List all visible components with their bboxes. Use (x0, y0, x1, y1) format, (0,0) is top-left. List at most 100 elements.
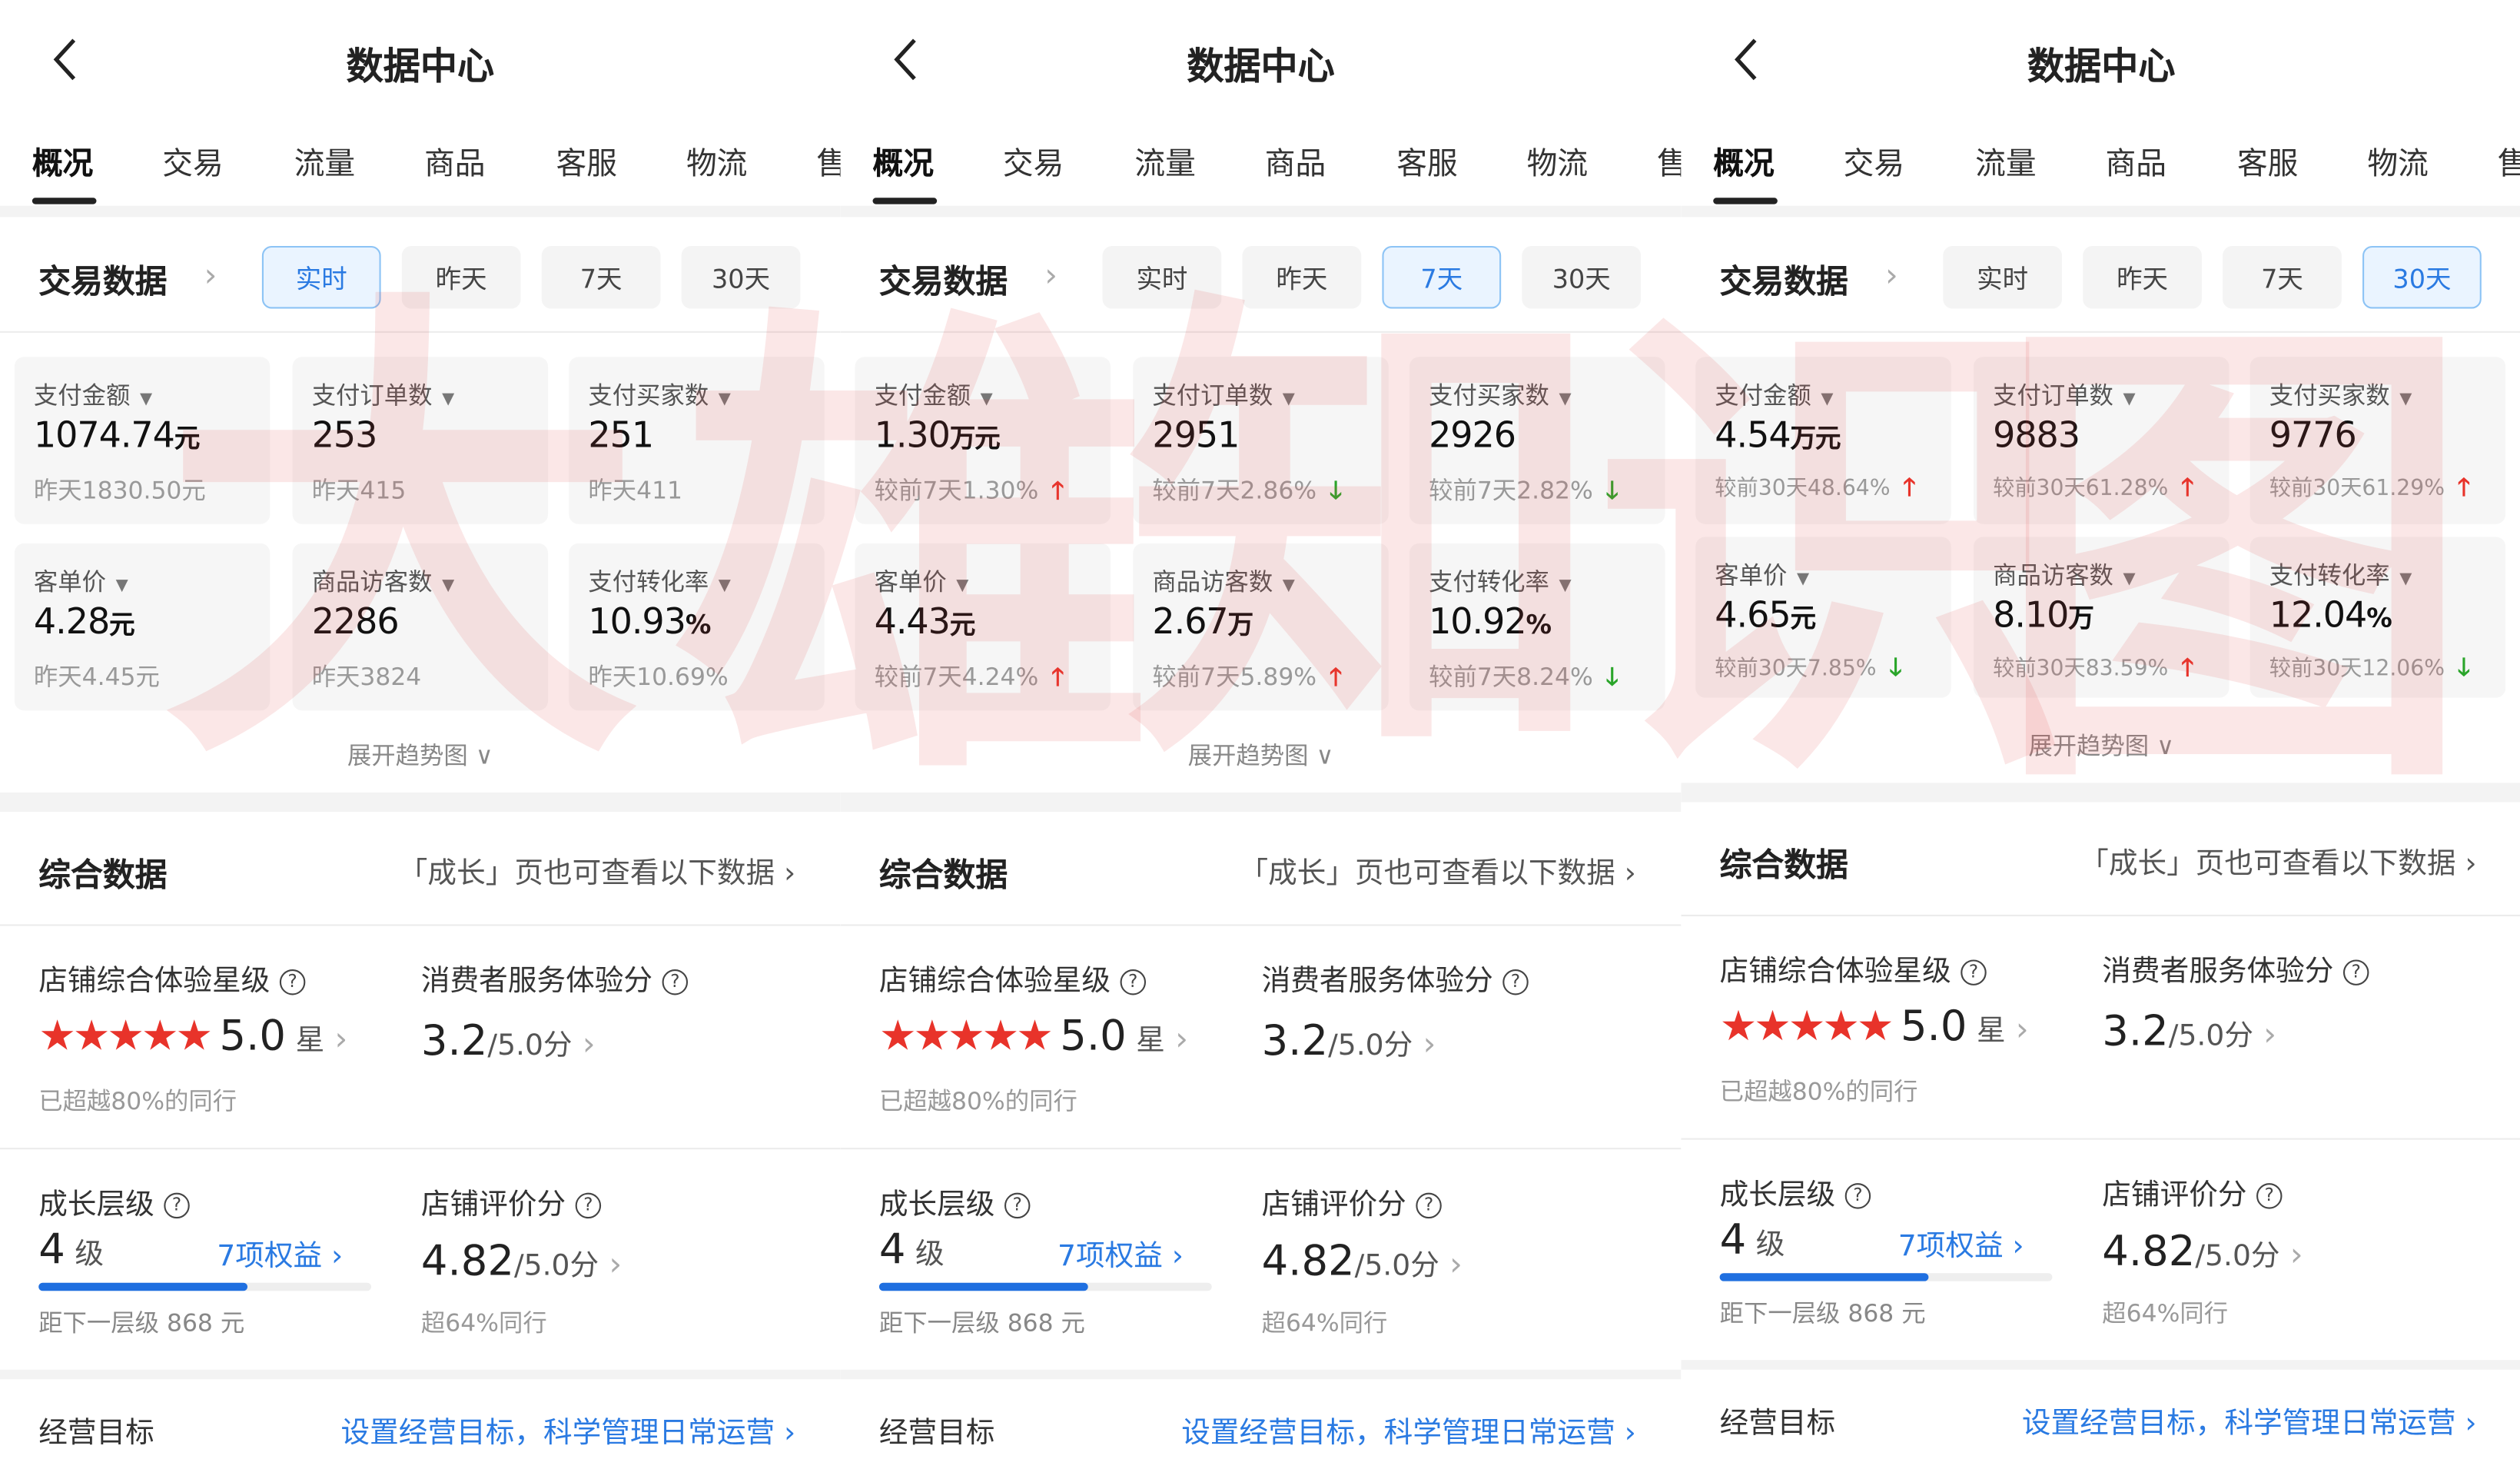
metric-label[interactable]: 客单价 ▼ (1715, 558, 1809, 592)
metric-card[interactable] (855, 357, 1111, 524)
period-button-1[interactable]: 昨天 (2083, 245, 2202, 309)
tab-5[interactable]: 物流 (2367, 146, 2429, 182)
tab-1[interactable]: 交易 (1002, 146, 1064, 182)
trade-data-title[interactable]: 交易数据 (1719, 261, 1848, 301)
metric-label[interactable]: 支付买家数 ▼ (1429, 377, 1572, 411)
tab-3[interactable]: 商品 (2105, 146, 2166, 182)
tab-1[interactable]: 交易 (162, 146, 224, 182)
tab-2[interactable]: 流量 (1975, 146, 2037, 182)
metric-label[interactable]: 支付转化率 ▼ (1429, 564, 1572, 598)
trade-data-title[interactable]: 交易数据 (38, 261, 168, 301)
star-rating[interactable]: ★★★★★ 5.0 星 › (1720, 1003, 2029, 1052)
metric-card[interactable] (292, 357, 549, 524)
metric-card[interactable] (1695, 357, 1951, 524)
tab-6[interactable]: 售 (2498, 140, 2520, 183)
metric-label[interactable]: 商品访客数 ▼ (1152, 564, 1295, 598)
growth-page-link[interactable]: 「成长」页也可查看以下数据 › (399, 850, 795, 892)
store-rating[interactable]: 4.82/5.0分 › (421, 1238, 622, 1286)
metric-card[interactable] (569, 357, 825, 524)
chevron-right-icon[interactable]: › (204, 255, 217, 294)
tab-2[interactable]: 流量 (294, 146, 356, 182)
tab-4[interactable]: 客服 (2236, 146, 2299, 182)
tab-5[interactable]: 物流 (1526, 146, 1589, 182)
metric-card[interactable] (1409, 357, 1665, 524)
service-score[interactable]: 3.2/5.0分 › (1262, 1018, 1436, 1066)
service-score[interactable]: 3.2/5.0分 › (2102, 1008, 2276, 1056)
period-button-2[interactable]: 7天 (2223, 245, 2342, 309)
metric-card[interactable] (569, 543, 825, 711)
growth-page-link[interactable]: 「成长」页也可查看以下数据 › (1239, 850, 1635, 892)
benefits-link[interactable]: 7项权益 › (217, 1233, 343, 1275)
metric-card[interactable] (14, 543, 271, 711)
metric-label[interactable]: 支付订单数 ▼ (1152, 377, 1295, 411)
business-goal-link[interactable]: 设置经营目标，科学管理日常运营 › (1181, 1410, 1636, 1451)
tab-6[interactable]: 售 (816, 140, 840, 183)
business-goal-link[interactable]: 设置经营目标，科学管理日常运营 › (2022, 1400, 2477, 1441)
star-rating[interactable]: ★★★★★ 5.0 星 › (38, 1012, 347, 1061)
tab-6[interactable]: 售 (1657, 140, 1681, 183)
period-button-3[interactable]: 30天 (1522, 245, 1642, 309)
tab-4[interactable]: 客服 (556, 146, 618, 182)
period-button-0[interactable]: 实时 (1102, 245, 1222, 309)
metric-card[interactable] (855, 543, 1111, 711)
metric-label[interactable]: 支付买家数 ▼ (588, 377, 731, 411)
period-button-3[interactable]: 30天 (2362, 245, 2482, 309)
business-goal-link[interactable]: 设置经营目标，科学管理日常运营 › (340, 1410, 795, 1451)
metric-card[interactable] (1973, 537, 2229, 698)
store-rating[interactable]: 4.82/5.0分 › (2102, 1228, 2303, 1277)
tab-0[interactable]: 概况 (32, 146, 94, 182)
tab-4[interactable]: 客服 (1396, 146, 1458, 182)
metric-card[interactable] (1133, 357, 1389, 524)
star-rating[interactable]: ★★★★★ 5.0 星 › (879, 1012, 1188, 1061)
period-button-0[interactable]: 实时 (261, 245, 381, 309)
metric-label[interactable]: 支付金额 ▼ (1715, 377, 1833, 411)
tab-3[interactable]: 商品 (1264, 146, 1326, 182)
tab-0[interactable]: 概况 (1713, 146, 1775, 182)
tab-0[interactable]: 概况 (872, 146, 935, 182)
benefits-link[interactable]: 7项权益 › (1057, 1233, 1184, 1275)
metric-card[interactable] (2249, 537, 2506, 698)
metric-label[interactable]: 客单价 ▼ (875, 564, 969, 598)
metric-card[interactable] (292, 543, 549, 711)
metric-label[interactable]: 支付转化率 ▼ (588, 564, 731, 598)
metric-label[interactable]: 商品访客数 ▼ (312, 564, 455, 598)
store-rating[interactable]: 4.82/5.0分 › (1262, 1238, 1463, 1286)
metric-card[interactable] (1133, 543, 1389, 711)
period-button-1[interactable]: 昨天 (1242, 245, 1362, 309)
period-button-1[interactable]: 昨天 (401, 245, 521, 309)
tab-1[interactable]: 交易 (1843, 146, 1905, 182)
metric-label[interactable]: 支付转化率 ▼ (2269, 558, 2412, 592)
metric-label[interactable]: 支付金额 ▼ (34, 377, 152, 411)
growth-page-link[interactable]: 「成长」页也可查看以下数据 › (2080, 841, 2476, 882)
metric-label[interactable]: 支付金额 ▼ (875, 377, 993, 411)
tab-2[interactable]: 流量 (1134, 146, 1196, 182)
period-button-2[interactable]: 7天 (541, 245, 661, 309)
back-chevron-icon[interactable] (48, 35, 84, 84)
period-button-2[interactable]: 7天 (1382, 245, 1502, 309)
chevron-right-icon[interactable]: › (1044, 255, 1058, 294)
metric-label[interactable]: 支付买家数 ▼ (2269, 377, 2412, 411)
period-button-3[interactable]: 30天 (681, 245, 801, 309)
benefits-link[interactable]: 7项权益 › (1898, 1223, 2024, 1265)
trade-data-title[interactable]: 交易数据 (878, 261, 1008, 301)
metric-label[interactable]: 客单价 ▼ (34, 564, 128, 598)
period-button-0[interactable]: 实时 (1943, 245, 2063, 309)
metric-card[interactable] (1409, 543, 1665, 711)
metric-card[interactable] (2249, 357, 2506, 524)
metric-label[interactable]: 支付订单数 ▼ (1993, 377, 2136, 411)
chevron-right-icon[interactable]: › (1884, 255, 1898, 294)
tab-3[interactable]: 商品 (424, 146, 486, 182)
metric-card[interactable] (1973, 357, 2229, 524)
tab-5[interactable]: 物流 (686, 146, 748, 182)
metric-card[interactable] (1695, 537, 1951, 698)
expand-trend-button[interactable]: 展开趋势图 ∨ (0, 738, 841, 772)
expand-trend-button[interactable]: 展开趋势图 ∨ (841, 738, 1682, 772)
service-score[interactable]: 3.2/5.0分 › (421, 1018, 596, 1066)
metric-card[interactable] (14, 357, 271, 524)
metric-label[interactable]: 商品访客数 ▼ (1993, 558, 2136, 592)
back-chevron-icon[interactable] (888, 35, 924, 84)
expand-trend-button[interactable]: 展开趋势图 ∨ (1681, 728, 2520, 762)
